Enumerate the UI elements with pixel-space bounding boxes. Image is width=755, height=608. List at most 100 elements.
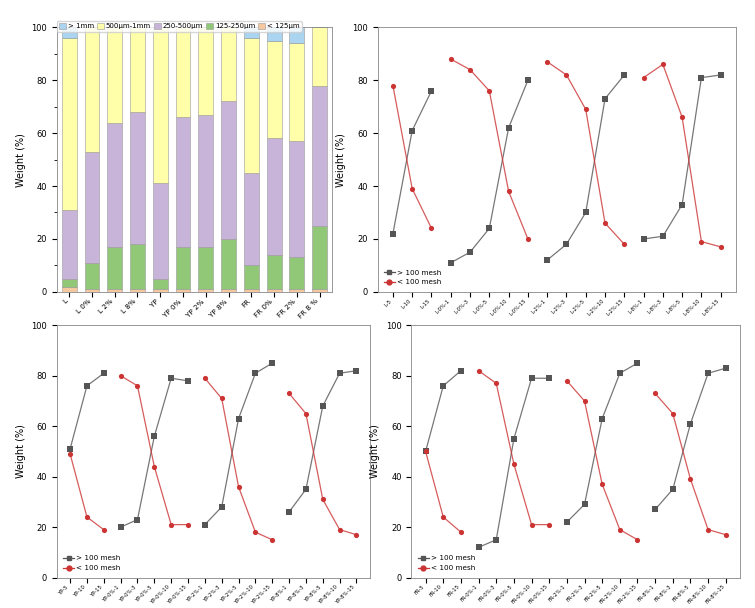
Bar — [153, 27, 168, 184]
Point — [148, 461, 160, 471]
Point — [317, 494, 329, 504]
Point — [618, 240, 630, 249]
Point — [561, 517, 573, 527]
Point — [522, 75, 534, 85]
Point — [267, 535, 279, 545]
Point — [464, 247, 476, 257]
Point — [473, 366, 485, 376]
Bar — [153, 184, 168, 278]
Point — [464, 65, 476, 75]
Point — [631, 535, 643, 545]
Bar — [289, 289, 304, 292]
Point — [182, 520, 194, 530]
Bar — [244, 265, 259, 289]
Point — [426, 224, 438, 233]
Bar — [107, 289, 122, 292]
Point — [148, 432, 160, 441]
Point — [426, 86, 438, 95]
Bar — [153, 289, 168, 292]
Point — [508, 459, 520, 469]
Bar — [176, 27, 190, 117]
Point — [437, 381, 449, 391]
Point — [657, 60, 669, 69]
Bar — [130, 112, 145, 244]
Point — [667, 485, 679, 494]
Bar — [85, 27, 100, 151]
Bar — [153, 278, 168, 289]
Point — [350, 366, 362, 376]
Point — [676, 199, 688, 209]
Point — [387, 81, 399, 91]
Point — [64, 444, 76, 454]
Point — [165, 520, 177, 530]
Point — [216, 393, 228, 403]
Point — [525, 520, 538, 530]
Bar — [107, 27, 122, 123]
Point — [614, 525, 626, 534]
Bar — [176, 117, 190, 247]
Point — [631, 358, 643, 368]
Point — [525, 373, 538, 383]
Bar — [62, 286, 76, 292]
Point — [715, 70, 727, 80]
Point — [483, 224, 495, 233]
Bar — [62, 38, 76, 210]
Point — [561, 376, 573, 385]
Point — [596, 414, 609, 424]
Y-axis label: Weight (%): Weight (%) — [16, 424, 26, 478]
Bar — [62, 278, 76, 286]
Bar — [221, 102, 236, 239]
Point — [334, 525, 346, 534]
Point — [702, 525, 714, 534]
Bar — [62, 210, 76, 278]
Point — [508, 434, 520, 444]
Bar — [107, 123, 122, 247]
Point — [685, 474, 697, 484]
Bar — [221, 289, 236, 292]
Bar — [289, 43, 304, 141]
Bar — [244, 289, 259, 292]
Bar — [130, 289, 145, 292]
Point — [599, 94, 611, 103]
Point — [637, 234, 649, 244]
Point — [483, 86, 495, 95]
Point — [702, 368, 714, 378]
Bar — [267, 289, 282, 292]
Point — [81, 512, 93, 522]
Point — [334, 368, 346, 378]
Point — [618, 70, 630, 80]
Point — [233, 482, 245, 492]
Bar — [221, 239, 236, 289]
Point — [115, 371, 127, 381]
Bar — [267, 255, 282, 289]
Point — [445, 54, 457, 64]
Point — [249, 527, 261, 537]
Point — [64, 449, 76, 459]
Point — [715, 242, 727, 252]
Bar — [199, 115, 213, 247]
Point — [97, 525, 109, 534]
Point — [406, 126, 418, 136]
Point — [387, 229, 399, 238]
Point — [300, 485, 312, 494]
Point — [455, 366, 467, 376]
Point — [720, 364, 732, 373]
Point — [420, 446, 432, 456]
Point — [560, 240, 572, 249]
Point — [199, 373, 211, 383]
Y-axis label: Weight (%): Weight (%) — [337, 133, 347, 187]
Point — [503, 123, 515, 133]
Bar — [85, 289, 100, 292]
Bar — [85, 151, 100, 263]
Point — [473, 542, 485, 552]
Point — [283, 507, 295, 517]
Point — [131, 515, 143, 525]
Point — [216, 502, 228, 512]
Point — [300, 409, 312, 418]
Bar — [107, 247, 122, 289]
Bar — [267, 41, 282, 139]
Point — [283, 389, 295, 398]
Point — [695, 73, 707, 83]
Bar — [62, 27, 76, 38]
Point — [165, 373, 177, 383]
